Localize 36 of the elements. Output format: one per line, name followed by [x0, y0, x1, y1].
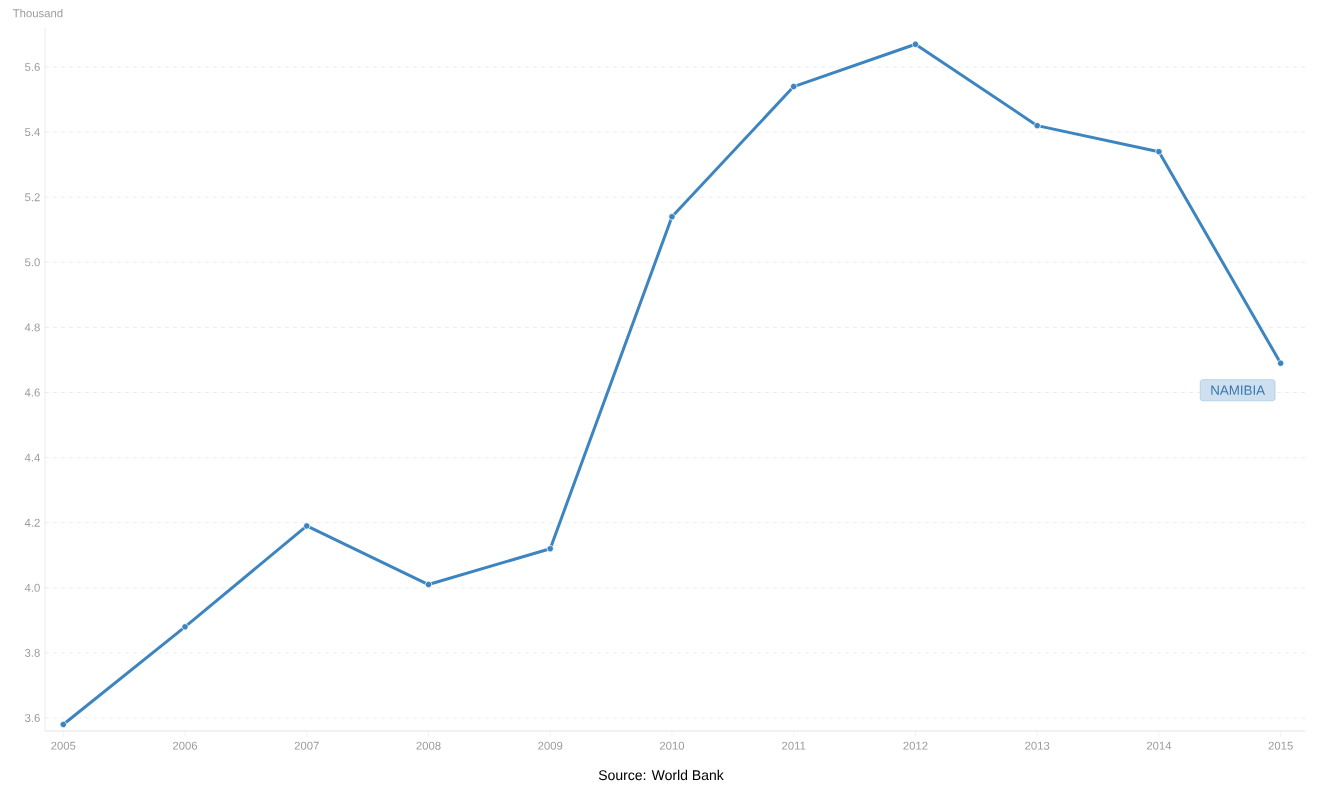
y-tick-label: 4.2	[24, 518, 40, 527]
x-tick-label: 2010	[659, 741, 685, 750]
y-tick-label: 3.6	[24, 713, 40, 722]
x-tick-label: 2006	[172, 741, 198, 750]
x-tick-label: 2012	[903, 741, 928, 750]
point	[59, 720, 67, 729]
point	[424, 580, 433, 589]
x-tick-label: 2014	[1146, 741, 1172, 750]
y-tick-label: 4.4	[24, 453, 40, 462]
point	[546, 545, 554, 553]
y-axis-title: Thousand	[12, 8, 63, 18]
x-tick-label: 2009	[538, 741, 563, 750]
y-tick-label: 5.6	[25, 63, 40, 72]
y-tick-label: 5.2	[25, 193, 40, 202]
x-tick-label: 2013	[1025, 741, 1050, 750]
point	[1277, 359, 1285, 367]
y-tick-label: 4.6	[24, 388, 40, 397]
point	[303, 522, 311, 530]
point	[1155, 148, 1163, 156]
x-tick-label: 2011	[782, 741, 806, 750]
y-tick-label: 4.8	[24, 323, 40, 332]
x-tick-label: 2008	[416, 741, 441, 750]
y-tick-label: 5.4	[25, 128, 40, 137]
y-tick-label: 4.0	[24, 583, 40, 592]
x-tick-label: 2005	[51, 741, 76, 750]
point	[911, 40, 920, 48]
x-tick-label: 2007	[294, 741, 319, 750]
source-note: Source: World Bank	[598, 769, 724, 781]
point	[1033, 122, 1041, 130]
x-tick-label: 2015	[1268, 741, 1293, 750]
point	[181, 623, 189, 631]
y-tick-label: 5.0	[25, 258, 40, 267]
y-tick-label: 3.8	[24, 648, 40, 657]
point	[790, 82, 798, 91]
series-label: NAMIBIA	[1211, 385, 1266, 395]
point	[668, 213, 676, 221]
